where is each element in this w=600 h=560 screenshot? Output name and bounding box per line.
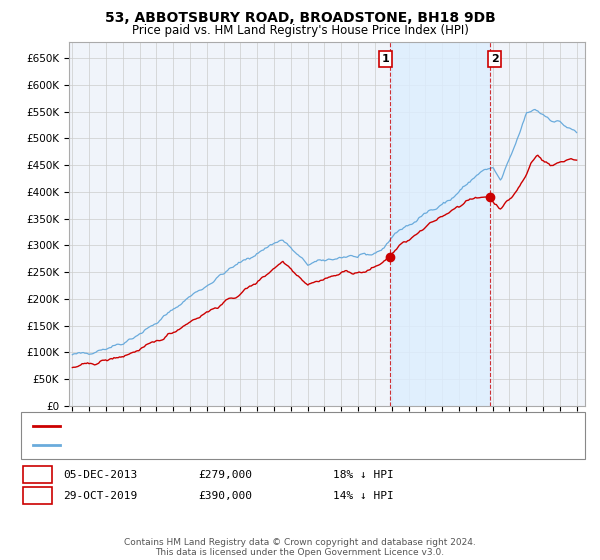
Text: HPI: Average price, detached house, Bournemouth Christchurch and Poole: HPI: Average price, detached house, Bour… [63, 440, 451, 450]
Text: 53, ABBOTSBURY ROAD, BROADSTONE, BH18 9DB (detached house): 53, ABBOTSBURY ROAD, BROADSTONE, BH18 9D… [63, 421, 421, 431]
Text: 53, ABBOTSBURY ROAD, BROADSTONE, BH18 9DB: 53, ABBOTSBURY ROAD, BROADSTONE, BH18 9D… [104, 11, 496, 25]
Text: 14% ↓ HPI: 14% ↓ HPI [333, 491, 394, 501]
Text: 18% ↓ HPI: 18% ↓ HPI [333, 470, 394, 480]
Text: 05-DEC-2013: 05-DEC-2013 [63, 470, 137, 480]
Text: 2: 2 [491, 54, 499, 64]
Text: £279,000: £279,000 [198, 470, 252, 480]
Text: £390,000: £390,000 [198, 491, 252, 501]
Bar [391, 42, 490, 406]
Text: 1: 1 [34, 470, 41, 480]
Text: 2: 2 [34, 491, 41, 501]
Text: Contains HM Land Registry data © Crown copyright and database right 2024.
This d: Contains HM Land Registry data © Crown c… [124, 538, 476, 557]
Text: 29-OCT-2019: 29-OCT-2019 [63, 491, 137, 501]
Text: 1: 1 [382, 54, 389, 64]
Text: Price paid vs. HM Land Registry's House Price Index (HPI): Price paid vs. HM Land Registry's House … [131, 24, 469, 36]
